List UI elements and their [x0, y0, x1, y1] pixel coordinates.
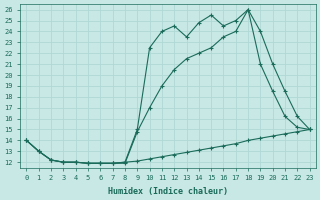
X-axis label: Humidex (Indice chaleur): Humidex (Indice chaleur) [108, 187, 228, 196]
